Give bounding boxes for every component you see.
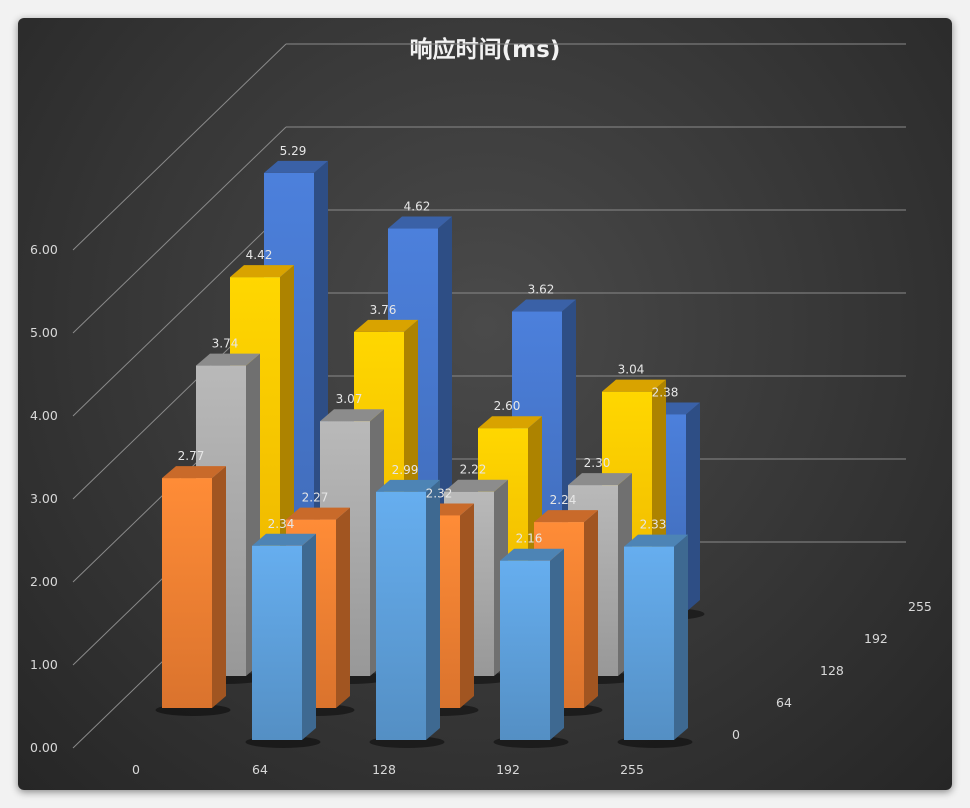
bar-top <box>162 466 226 479</box>
y-tick-label: 1.00 <box>30 657 58 672</box>
bar <box>155 466 231 716</box>
bar-top <box>264 160 328 173</box>
bar-side <box>584 510 598 708</box>
data-label: 2.24 <box>550 493 577 507</box>
data-label: 2.77 <box>178 449 205 463</box>
gridline-side <box>72 209 287 417</box>
data-label: 5.29 <box>280 144 307 158</box>
data-label: 4.42 <box>246 248 273 262</box>
bar-top <box>534 510 598 523</box>
x-axis-ticks: 0 64 128 192 255 <box>132 762 644 777</box>
bar-top <box>500 548 564 561</box>
x-tick-label: 192 <box>496 762 520 777</box>
bar-front <box>376 491 426 740</box>
bar-side <box>686 402 700 612</box>
bar-front <box>624 546 674 740</box>
bar-top <box>444 479 508 492</box>
bars <box>155 160 705 748</box>
data-label: 3.74 <box>212 337 239 351</box>
bar-front <box>162 478 212 708</box>
bar-top <box>376 479 440 492</box>
y-tick-label: 4.00 <box>30 408 58 423</box>
bar-front <box>252 545 302 740</box>
data-label: 2.60 <box>494 399 521 413</box>
y-tick-label: 2.00 <box>30 574 58 589</box>
data-label: 3.62 <box>528 283 555 297</box>
data-label: 2.33 <box>640 518 667 532</box>
data-label: 2.99 <box>392 463 419 477</box>
bar-top <box>512 299 576 312</box>
data-label: 3.07 <box>336 392 363 406</box>
chart-panel: 响应时间(ms) 0.00 1.00 2.00 3.00 4.00 5.00 6.00 0 6… <box>18 18 952 790</box>
depth-tick-label: 192 <box>864 631 888 646</box>
data-label: 3.04 <box>618 363 645 377</box>
bar-top <box>252 533 316 546</box>
bar-top <box>602 379 666 392</box>
chart-title: 响应时间(ms) <box>409 37 561 63</box>
data-label: 2.38 <box>652 385 679 399</box>
data-label: 3.76 <box>370 303 397 317</box>
bar <box>245 533 321 748</box>
bar-top <box>568 473 632 486</box>
bar-top <box>388 216 452 229</box>
bar-side <box>550 548 564 740</box>
depth-tick-label: 0 <box>732 727 740 742</box>
y-tick-label: 0.00 <box>30 740 58 755</box>
y-tick-label: 3.00 <box>30 491 58 506</box>
bar <box>617 534 693 748</box>
bar-side <box>674 534 688 740</box>
x-tick-label: 64 <box>252 762 268 777</box>
gridline-side <box>72 43 287 251</box>
data-labels: 5.29 4.62 3.62 2.38 4.42 3.76 2.60 3.04 3.74 3.07… <box>178 144 679 546</box>
data-label: 2.32 <box>426 486 453 500</box>
chart-plot: 0.00 1.00 2.00 3.00 4.00 5.00 6.00 0 64 128 192 25… <box>30 43 932 777</box>
bar-side <box>212 466 226 708</box>
depth-tick-label: 64 <box>776 695 792 710</box>
depth-axis-ticks: 0 64 128 192 255 <box>732 599 932 742</box>
y-tick-label: 5.00 <box>30 325 58 340</box>
depth-tick-label: 128 <box>820 663 844 678</box>
bar-side <box>460 503 474 708</box>
bar-top <box>320 409 384 422</box>
data-label: 2.22 <box>460 463 487 477</box>
bar-side <box>302 533 316 740</box>
bar-top <box>286 507 350 520</box>
data-label: 2.34 <box>268 517 295 531</box>
bar-side <box>426 479 440 740</box>
bar-front <box>500 560 550 740</box>
bar-top <box>230 265 294 278</box>
data-label: 2.30 <box>584 456 611 470</box>
data-label: 2.16 <box>516 532 543 546</box>
y-axis-ticks: 0.00 1.00 2.00 3.00 4.00 5.00 6.00 <box>30 242 58 755</box>
x-tick-label: 128 <box>372 762 396 777</box>
data-label: 4.62 <box>404 200 431 214</box>
bar-top <box>624 534 688 547</box>
bar-side <box>336 507 350 708</box>
depth-tick-label: 255 <box>908 599 932 614</box>
bar-top <box>478 416 542 429</box>
data-label: 2.27 <box>302 491 329 505</box>
gridline-side <box>72 126 287 334</box>
bar-top <box>354 319 418 332</box>
x-tick-label: 255 <box>620 762 644 777</box>
bar <box>369 479 445 748</box>
x-tick-label: 0 <box>132 762 140 777</box>
bar <box>493 548 569 748</box>
y-tick-label: 6.00 <box>30 242 58 257</box>
bar-top <box>196 353 260 366</box>
